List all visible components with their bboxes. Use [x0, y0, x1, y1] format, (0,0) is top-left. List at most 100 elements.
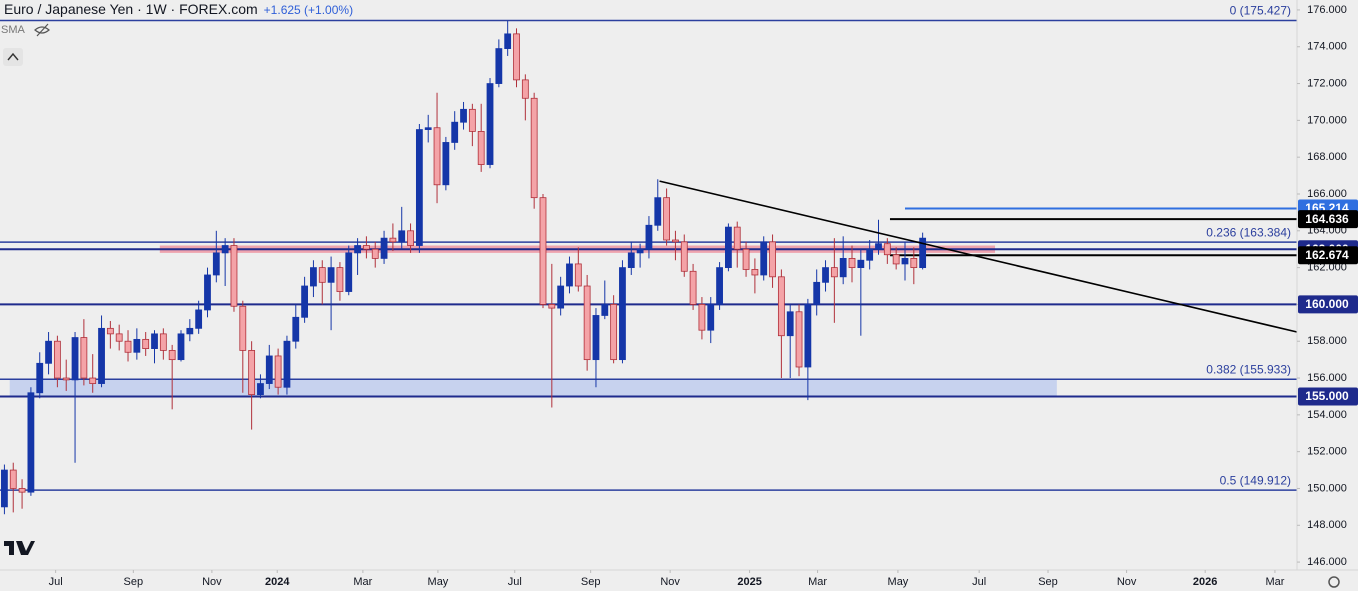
candle-body [645, 224, 653, 250]
candle-body [195, 309, 203, 329]
candle-body [442, 142, 450, 186]
candle-body [883, 243, 891, 256]
candle-body [468, 108, 476, 132]
level-box [1298, 210, 1358, 229]
y-tick-label: 154.000 [1307, 409, 1347, 421]
candle-body [168, 350, 176, 361]
candle-body [53, 340, 61, 379]
candle-body [27, 392, 35, 493]
plot-area [0, 19, 1298, 515]
x-tick-label: 2025 [737, 576, 761, 588]
candle-body [830, 267, 838, 278]
y-tick-label: 150.000 [1307, 482, 1347, 494]
candle-body [707, 304, 715, 331]
candle-body [733, 226, 741, 250]
candle-body [106, 327, 114, 335]
candle-body [415, 129, 423, 246]
candle-body [725, 226, 732, 269]
y-tick-label: 162.000 [1307, 262, 1347, 274]
candle-body [212, 252, 220, 276]
level-box [1298, 387, 1358, 406]
fib-label: 0.5 (149.912) [1220, 473, 1291, 487]
chart-title: Euro / Japanese Yen · 1W · FOREX.com [4, 1, 258, 17]
candle-body [239, 305, 247, 351]
candle-body [45, 340, 52, 364]
candle-body [610, 304, 618, 361]
y-tick-label: 176.000 [1307, 4, 1347, 16]
x-tick-label: Sep [1038, 576, 1058, 588]
candle-body [504, 33, 512, 49]
x-tick-label: Nov [660, 576, 680, 588]
candle-body [477, 131, 485, 165]
level-box [1298, 246, 1358, 265]
candle-body [142, 338, 150, 349]
candle-body [663, 197, 670, 241]
candle-body [566, 263, 573, 287]
candle-body [398, 230, 406, 243]
candle-body [813, 281, 821, 305]
candle-body [310, 267, 317, 287]
settings-button[interactable] [1328, 576, 1340, 588]
candle-body [186, 327, 194, 335]
y-tick-label: 148.000 [1307, 519, 1347, 531]
candle-body [672, 239, 679, 243]
candle-body [451, 121, 459, 143]
level-box [1298, 295, 1358, 314]
y-tick-label: 158.000 [1307, 335, 1347, 347]
fib-label: 0.382 (155.933) [1206, 362, 1291, 376]
candle-body [301, 285, 309, 318]
candle-body [486, 83, 494, 165]
candle-body [363, 245, 370, 250]
candle-body [804, 304, 812, 368]
x-tick-label: Mar [1265, 576, 1284, 588]
y-tick-label: 168.000 [1307, 151, 1347, 163]
fib-label: 0 (175.427) [1230, 4, 1291, 18]
collapse-button[interactable] [3, 48, 23, 66]
candle-body [777, 276, 785, 337]
candle-body [98, 327, 105, 384]
x-tick-label: Sep [581, 576, 601, 588]
candle-body [133, 338, 141, 353]
candle-body [574, 263, 582, 287]
y-tick-label: 152.000 [1307, 446, 1347, 458]
candle-body [769, 241, 776, 278]
candle-body [80, 337, 88, 379]
candle-body [513, 33, 520, 81]
candle-body [204, 274, 211, 311]
candle-body [892, 254, 900, 265]
candle-body [318, 267, 326, 283]
candle-body [619, 267, 626, 361]
candle-body [407, 230, 414, 246]
y-tick-label: 174.000 [1307, 41, 1347, 53]
candle-body [822, 267, 829, 283]
y-tick-label: 146.000 [1307, 556, 1347, 568]
candle-body [654, 197, 662, 226]
candle-body [530, 97, 538, 199]
x-tick-label: 2026 [1193, 576, 1217, 588]
candle-body [636, 248, 644, 254]
candle-body [89, 377, 97, 384]
candle-body [910, 258, 918, 269]
candle-body [371, 248, 379, 259]
candle-body [751, 269, 759, 276]
candle-body [124, 340, 132, 353]
visibility-icon[interactable] [34, 23, 50, 37]
candle-body [292, 316, 300, 342]
candle-body [36, 362, 44, 394]
candle-body [71, 337, 79, 381]
indicator-label: SMA [1, 24, 25, 36]
candle-body [760, 241, 768, 276]
candle-body [848, 258, 856, 269]
candle-body [327, 267, 335, 283]
candle-body [627, 252, 635, 269]
x-tick-label: May [888, 576, 909, 588]
candle-body [839, 258, 847, 278]
candle-body [221, 245, 229, 254]
candle-body [389, 237, 397, 243]
candle-body [548, 304, 556, 309]
candle-body [866, 248, 874, 261]
header: Euro / Japanese Yen · 1W · FOREX.com +1.6… [4, 1, 353, 17]
candle-body [257, 383, 264, 396]
candle-body [345, 252, 353, 292]
